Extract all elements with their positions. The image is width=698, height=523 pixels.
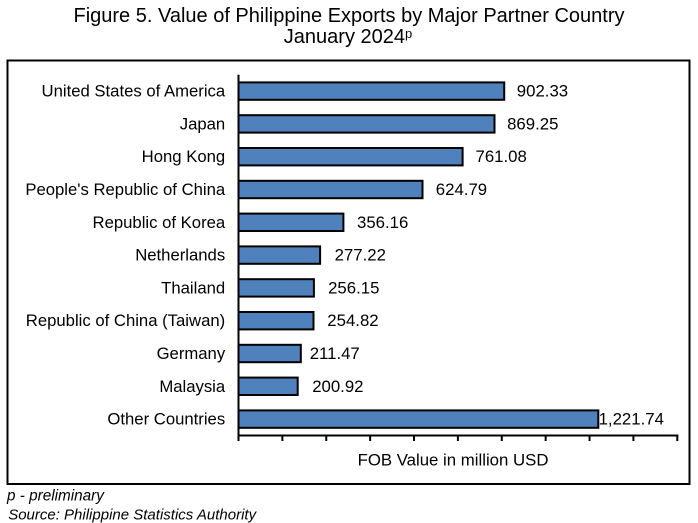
svg-text:Thailand: Thailand	[161, 278, 225, 297]
svg-text:Hong Kong: Hong Kong	[142, 147, 226, 166]
svg-text:1,221.74: 1,221.74	[599, 410, 664, 429]
svg-text:902.33: 902.33	[517, 82, 568, 101]
svg-text:624.79: 624.79	[436, 180, 487, 199]
svg-text:256.15: 256.15	[328, 278, 379, 297]
svg-text:p - preliminary: p - preliminary	[6, 488, 105, 505]
svg-text:211.47: 211.47	[310, 344, 360, 363]
svg-text:Japan: Japan	[180, 114, 225, 133]
svg-text:United States of America: United States of America	[42, 82, 226, 101]
svg-text:Figure 5. Value of Philippine: Figure 5. Value of Philippine Exports by…	[73, 5, 624, 27]
svg-text:January 2024p: January 2024p	[284, 26, 412, 48]
svg-text:254.82: 254.82	[327, 311, 378, 330]
svg-text:Other Countries: Other Countries	[107, 410, 225, 429]
svg-text:FOB Value in million USD: FOB Value in million USD	[358, 451, 549, 470]
svg-text:Source: Philippine Statistics: Source: Philippine Statistics Authority	[8, 507, 257, 523]
svg-text:761.08: 761.08	[476, 147, 527, 166]
svg-text:Malaysia: Malaysia	[159, 377, 226, 396]
svg-text:356.16: 356.16	[357, 213, 408, 232]
svg-text:Republic of Korea: Republic of Korea	[93, 213, 226, 232]
svg-text:Germany: Germany	[157, 344, 226, 363]
svg-text:200.92: 200.92	[312, 377, 363, 396]
svg-text:Republic of China (Taiwan): Republic of China (Taiwan)	[26, 311, 225, 330]
svg-text:People's Republic of China: People's Republic of China	[25, 180, 226, 199]
svg-text:277.22: 277.22	[335, 246, 386, 265]
svg-text:Netherlands: Netherlands	[135, 246, 225, 265]
svg-text:869.25: 869.25	[507, 114, 558, 133]
